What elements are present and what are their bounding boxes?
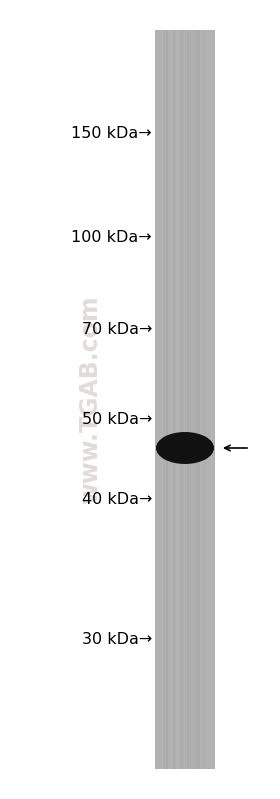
- Text: 40 kDa→: 40 kDa→: [82, 492, 152, 507]
- Bar: [166, 30, 168, 769]
- Text: 70 kDa→: 70 kDa→: [82, 323, 152, 337]
- Bar: [200, 30, 204, 769]
- Bar: [190, 30, 191, 769]
- Text: 50 kDa→: 50 kDa→: [82, 412, 152, 427]
- Bar: [158, 30, 161, 769]
- Text: 150 kDa→: 150 kDa→: [71, 125, 152, 141]
- Bar: [181, 30, 183, 769]
- Bar: [190, 30, 191, 769]
- Bar: [157, 30, 159, 769]
- Bar: [210, 30, 213, 769]
- Bar: [166, 30, 168, 769]
- Bar: [173, 30, 176, 769]
- Bar: [185, 30, 186, 769]
- Text: 30 kDa→: 30 kDa→: [82, 633, 152, 647]
- Bar: [190, 30, 192, 769]
- Bar: [196, 30, 200, 769]
- Bar: [163, 30, 165, 769]
- Bar: [180, 30, 183, 769]
- Text: 100 kDa→: 100 kDa→: [71, 229, 152, 244]
- Text: www.TGAB.com: www.TGAB.com: [78, 296, 102, 504]
- Bar: [187, 30, 191, 769]
- Bar: [155, 30, 215, 769]
- Bar: [177, 30, 180, 769]
- Ellipse shape: [156, 432, 214, 464]
- Bar: [181, 30, 183, 769]
- Bar: [193, 30, 196, 769]
- Bar: [203, 30, 205, 769]
